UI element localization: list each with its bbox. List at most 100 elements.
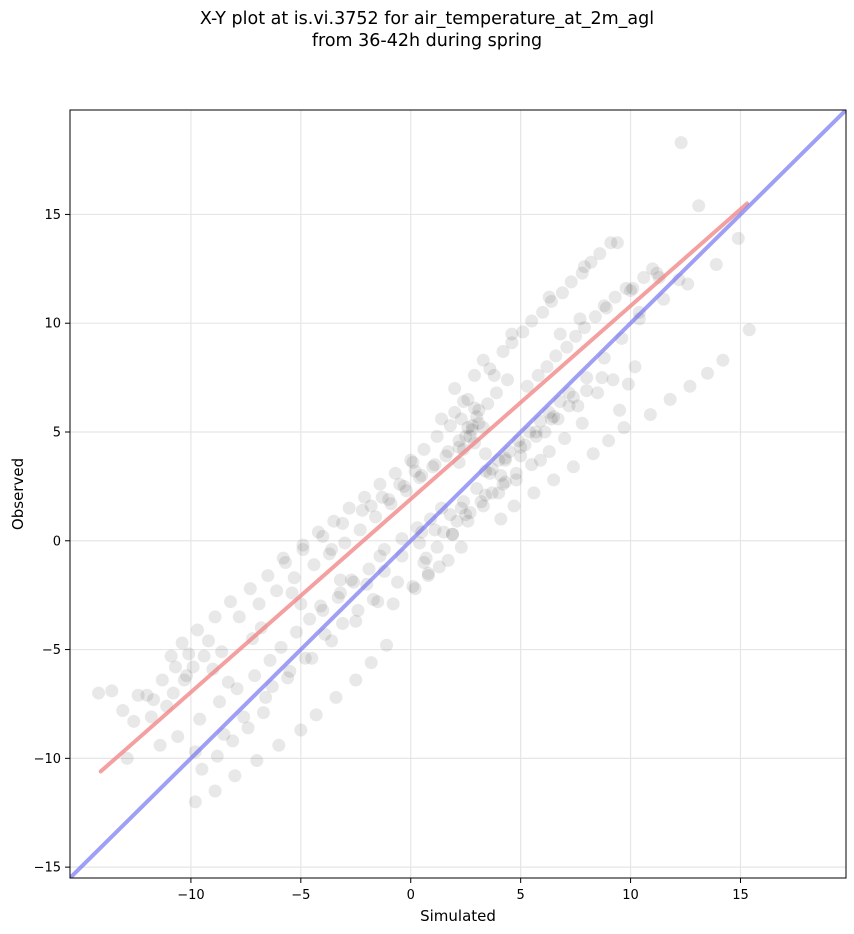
scatter-point bbox=[325, 542, 339, 556]
scatter-point bbox=[391, 575, 405, 589]
scatter-point bbox=[577, 260, 591, 274]
scatter-point bbox=[428, 458, 442, 472]
scatter-point bbox=[298, 651, 312, 665]
scatter-point bbox=[498, 451, 512, 465]
y-tick-label: 0 bbox=[53, 534, 61, 549]
scatter-point bbox=[461, 392, 475, 406]
scatter-point bbox=[450, 514, 464, 528]
scatter-point bbox=[542, 290, 556, 304]
scatter-point bbox=[351, 603, 365, 617]
plot-frame bbox=[69, 109, 847, 879]
scatter-point bbox=[681, 277, 695, 291]
scatter-point bbox=[316, 529, 330, 543]
scatter-point bbox=[261, 569, 275, 583]
scatter-point bbox=[333, 573, 347, 587]
scatter-point bbox=[577, 321, 591, 335]
identity-line bbox=[70, 110, 846, 878]
scatter-point bbox=[406, 455, 420, 469]
scatter-point bbox=[441, 445, 455, 459]
scatter-point bbox=[274, 640, 288, 654]
scatter-point bbox=[333, 586, 347, 600]
scatter-point bbox=[336, 616, 350, 630]
scatter-point bbox=[599, 301, 613, 315]
scatter-point bbox=[463, 429, 477, 443]
scatter-point bbox=[406, 579, 420, 593]
scatter-point bbox=[448, 381, 462, 395]
x-tick-label: 5 bbox=[517, 888, 525, 903]
scatter-point bbox=[92, 686, 106, 700]
scatter-point bbox=[307, 558, 321, 572]
scatter-point bbox=[542, 445, 556, 459]
y-axis-label: Observed bbox=[9, 458, 27, 530]
scatter-point bbox=[362, 562, 376, 576]
x-tick-label: −10 bbox=[177, 888, 204, 903]
scatter-point bbox=[228, 769, 242, 783]
grid bbox=[70, 110, 846, 878]
scatter-point bbox=[375, 490, 389, 504]
scatter-point bbox=[338, 536, 352, 550]
scatter-point bbox=[437, 525, 451, 539]
scatter-point bbox=[564, 275, 578, 289]
scatter-point bbox=[459, 508, 473, 522]
scatter-point bbox=[263, 653, 277, 667]
scatter-point bbox=[483, 466, 497, 480]
scatter-point bbox=[487, 368, 501, 382]
scatter-point bbox=[446, 527, 460, 541]
scatter-point bbox=[485, 486, 499, 500]
scatter-point bbox=[322, 547, 336, 561]
scatter-point bbox=[628, 360, 642, 374]
scatter-point bbox=[560, 340, 574, 354]
scatter-point bbox=[250, 754, 264, 768]
scatter-point bbox=[595, 371, 609, 385]
scatter-point bbox=[624, 284, 638, 298]
scatter-point bbox=[276, 551, 290, 565]
scatter-point bbox=[296, 538, 310, 552]
scatter-point bbox=[674, 136, 688, 150]
scatter-point bbox=[580, 384, 594, 398]
scatter-point bbox=[384, 497, 398, 511]
scatter-point bbox=[201, 634, 215, 648]
scatter-point bbox=[509, 473, 523, 487]
scatter-point bbox=[514, 440, 528, 454]
scatter-point bbox=[496, 477, 510, 491]
scatter-point bbox=[507, 499, 521, 513]
scatter-point bbox=[573, 312, 587, 326]
scatter-point bbox=[329, 690, 343, 704]
scatter-point bbox=[386, 597, 400, 611]
scatter-point bbox=[397, 479, 411, 493]
scatter-point bbox=[505, 327, 519, 341]
scatter-point bbox=[544, 294, 558, 308]
scatter-point bbox=[144, 710, 158, 724]
scatter-point bbox=[252, 597, 266, 611]
scatter-point bbox=[344, 573, 358, 587]
scatter-point bbox=[237, 710, 251, 724]
scatter-point bbox=[555, 286, 569, 300]
scatter-point bbox=[419, 551, 433, 565]
scatter-point bbox=[540, 360, 554, 374]
scatter-point bbox=[358, 490, 372, 504]
scatter-point bbox=[643, 408, 657, 422]
scatter-point bbox=[459, 429, 473, 443]
x-tick-label: 0 bbox=[407, 888, 415, 903]
scatter-point bbox=[105, 684, 119, 698]
scatter-point bbox=[619, 281, 633, 295]
x-tick-label: 10 bbox=[622, 888, 639, 903]
scatter-point bbox=[470, 482, 484, 496]
scatter-point bbox=[580, 371, 594, 385]
scatter-point bbox=[446, 527, 460, 541]
scatter-point bbox=[327, 514, 341, 528]
chart-title-line-2: from 36-42h during spring bbox=[311, 31, 543, 51]
scatter-point bbox=[331, 590, 345, 604]
scatter-point bbox=[221, 675, 235, 689]
scatter-point bbox=[652, 271, 666, 285]
scatter-point bbox=[349, 614, 363, 628]
scatter-point bbox=[505, 336, 519, 350]
scatter-point bbox=[566, 390, 580, 404]
scatter-point bbox=[544, 412, 558, 426]
scatter-point bbox=[193, 712, 207, 726]
scatter-point bbox=[127, 714, 141, 728]
y-tick-label: 5 bbox=[53, 425, 61, 440]
scatter-point bbox=[463, 505, 477, 519]
scatter-point bbox=[197, 649, 211, 663]
scatter-point bbox=[533, 453, 547, 467]
